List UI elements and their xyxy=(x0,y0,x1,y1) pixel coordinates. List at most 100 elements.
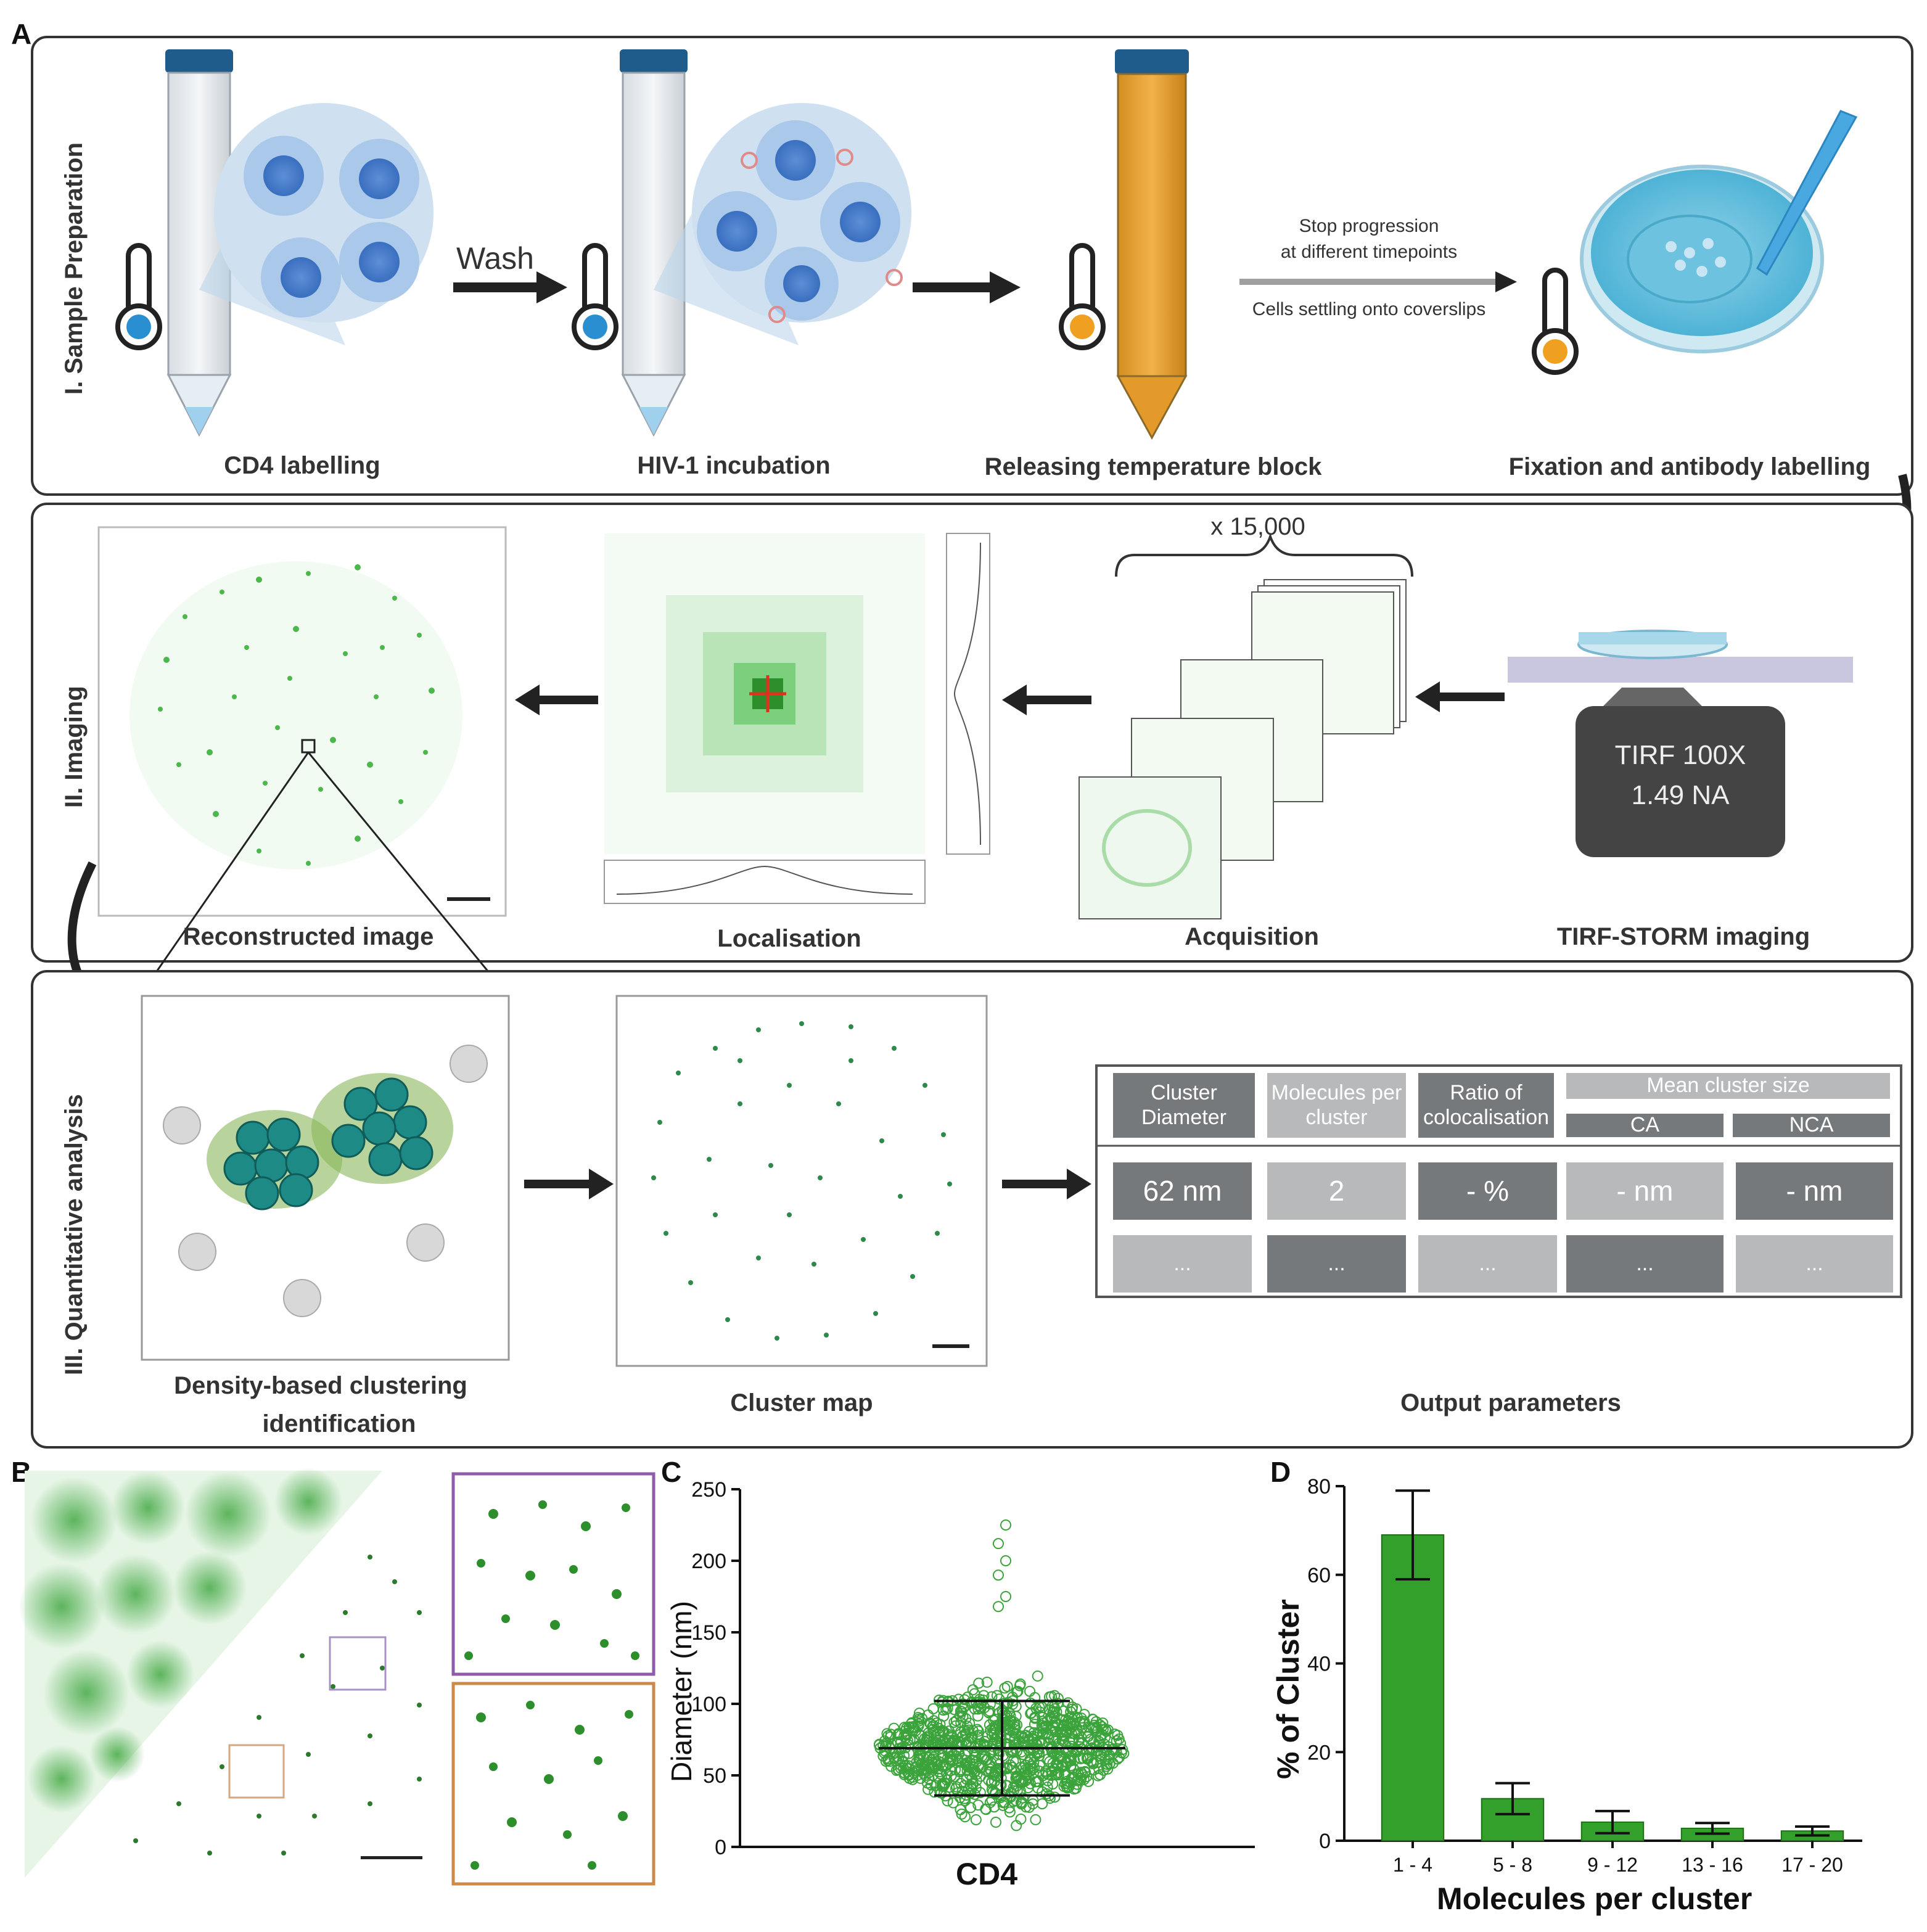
data-point xyxy=(927,1703,939,1714)
data-point xyxy=(1024,1753,1036,1765)
step-cd4-labelling: CD4 labelling xyxy=(224,452,380,479)
data-point xyxy=(939,1777,950,1789)
sample-preparation-illustration xyxy=(115,49,1912,620)
data-point xyxy=(1008,1739,1020,1751)
data-point xyxy=(993,1601,1004,1613)
data-point xyxy=(1112,1730,1124,1741)
data-point xyxy=(979,1751,990,1763)
data-point xyxy=(1004,1806,1016,1818)
data-point xyxy=(972,1710,984,1722)
panel-letter-d: D xyxy=(1270,1456,1291,1488)
data-point xyxy=(956,1808,968,1820)
data-point xyxy=(988,1744,1000,1756)
step-cluster-map: Cluster map xyxy=(730,1389,873,1416)
chart-c-ytick-label: 100 xyxy=(691,1693,726,1716)
chart-c-ytick-label: 150 xyxy=(691,1621,726,1645)
arrow-left-1-icon xyxy=(1415,681,1505,712)
cell-r1-ca: - nm xyxy=(1566,1162,1724,1220)
wash-label: Wash xyxy=(456,241,534,276)
data-point xyxy=(1098,1764,1109,1776)
data-point xyxy=(957,1711,969,1722)
data-point xyxy=(922,1783,934,1795)
data-point xyxy=(920,1763,932,1775)
data-point xyxy=(932,1756,944,1767)
data-point xyxy=(971,1696,982,1708)
data-point xyxy=(990,1817,1001,1828)
data-point xyxy=(1063,1723,1075,1735)
data-point xyxy=(1030,1814,1042,1825)
data-point xyxy=(1029,1692,1041,1703)
step-output-parameters: Output parameters xyxy=(1400,1389,1621,1416)
panel-b-image xyxy=(18,1468,655,1886)
data-point xyxy=(1080,1767,1091,1778)
panel-d-chart: 0 20 40 60 80 1 - 4 5 - 8 9 - 12 13 - 16 17 - 20 xyxy=(1307,1475,1862,1876)
data-point xyxy=(913,1708,925,1719)
data-point xyxy=(1027,1767,1039,1779)
data-point xyxy=(1005,1715,1016,1727)
data-point xyxy=(993,1569,1004,1581)
panel-letter-c: C xyxy=(661,1456,682,1488)
header-ratio-colocalisation: Ratio of colocalisation xyxy=(1418,1073,1554,1138)
data-point xyxy=(959,1811,971,1823)
data-point xyxy=(959,1758,971,1770)
data-point xyxy=(937,1749,948,1761)
cell-r1-molecules: 2 xyxy=(1267,1162,1406,1220)
data-point xyxy=(959,1724,971,1736)
step-fixation: Fixation and antibody labelling xyxy=(1508,453,1871,480)
data-point xyxy=(965,1802,977,1814)
chart-d-ytick-label: 0 xyxy=(1319,1830,1331,1853)
cell-r1-diameter: 62 nm xyxy=(1113,1162,1252,1220)
step-reconstructed: Reconstructed image xyxy=(183,923,434,950)
microscope-objective-icon xyxy=(1508,630,1853,857)
data-point xyxy=(1067,1701,1079,1713)
data-point xyxy=(1063,1745,1075,1756)
data-point xyxy=(948,1704,960,1716)
data-point xyxy=(968,1764,979,1775)
data-point xyxy=(901,1727,913,1739)
chart-c-ytick-label: 50 xyxy=(703,1764,726,1788)
data-point xyxy=(999,1682,1011,1694)
data-point xyxy=(1003,1802,1015,1814)
data-point xyxy=(915,1749,927,1761)
data-point xyxy=(929,1786,940,1798)
data-point xyxy=(1032,1776,1044,1788)
data-point xyxy=(1069,1764,1080,1775)
data-point xyxy=(1088,1757,1099,1769)
data-point xyxy=(1005,1791,1017,1803)
chart-c-ytick-label: 200 xyxy=(691,1550,726,1573)
subheader-ca: CA xyxy=(1566,1113,1724,1137)
data-point xyxy=(1012,1685,1024,1697)
data-point xyxy=(961,1765,973,1777)
data-point xyxy=(1015,1730,1027,1742)
chart-c-ytick-label: 0 xyxy=(715,1836,726,1859)
thermometer-blue-2-icon xyxy=(572,243,618,350)
data-point xyxy=(956,1706,968,1717)
data-point xyxy=(954,1792,966,1804)
data-point xyxy=(1052,1698,1064,1709)
data-point xyxy=(907,1725,919,1737)
data-point xyxy=(1053,1759,1064,1771)
data-point xyxy=(1005,1759,1016,1771)
data-point xyxy=(1000,1519,1011,1531)
data-point xyxy=(1104,1758,1116,1770)
arrow-right-2-icon xyxy=(913,271,1021,303)
chart-d-ytick-label: 20 xyxy=(1307,1741,1331,1764)
data-point xyxy=(1040,1767,1052,1779)
data-point xyxy=(957,1698,969,1710)
data-point xyxy=(965,1697,977,1709)
step-density-clustering-2: identification xyxy=(262,1410,416,1437)
note-line3: Cells settling onto coverslips xyxy=(1252,299,1486,319)
data-point xyxy=(1042,1716,1053,1727)
data-point xyxy=(1065,1760,1077,1772)
data-point xyxy=(981,1676,993,1688)
frames-count: x 15,000 xyxy=(1210,513,1305,540)
data-point xyxy=(1056,1729,1068,1741)
data-point xyxy=(965,1732,977,1743)
chart-c-ytick-label: 250 xyxy=(691,1478,726,1502)
data-point xyxy=(1112,1753,1124,1765)
data-point xyxy=(1082,1753,1093,1765)
data-point xyxy=(1009,1724,1021,1735)
imaging-illustration xyxy=(67,526,1853,1021)
data-point xyxy=(1016,1798,1027,1810)
data-point xyxy=(1091,1741,1103,1753)
